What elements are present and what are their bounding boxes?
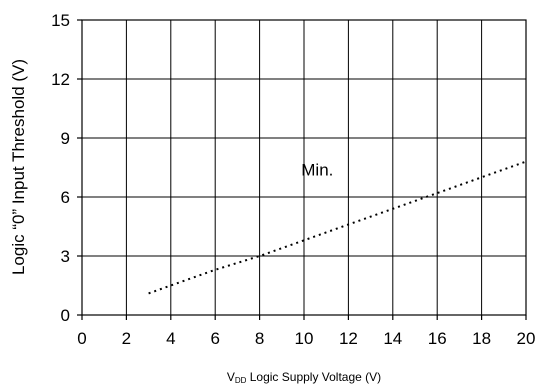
- y-tick-label-6: 6: [61, 188, 70, 207]
- plot-frame: [81, 19, 527, 316]
- x-tick-label-14: 14: [383, 329, 402, 348]
- y-tick-label-3: 3: [61, 247, 70, 266]
- series-annotation-0: Min.: [301, 160, 333, 179]
- annotation-layer: Min.: [301, 160, 333, 179]
- x-tick-label-0: 0: [77, 329, 86, 348]
- x-axis-title-subscript: DD: [235, 376, 247, 385]
- x-tick-label-16: 16: [428, 329, 447, 348]
- x-tick-label-12: 12: [339, 329, 358, 348]
- x-tick-label-6: 6: [210, 329, 219, 348]
- x-axis-title-prefix: V: [227, 370, 235, 384]
- x-axis-tick-labels: 0 2 4 6 8 10 12 14 16 18 20: [77, 329, 535, 348]
- y-tick-label-15: 15: [51, 11, 70, 30]
- y-tick-label-12: 12: [51, 70, 70, 89]
- series-layer: [148, 160, 527, 295]
- x-tick-label-2: 2: [122, 329, 131, 348]
- x-tick-label-20: 20: [517, 329, 536, 348]
- series-line-0: [148, 160, 527, 295]
- x-tick-label-4: 4: [166, 329, 175, 348]
- x-tick-label-18: 18: [472, 329, 491, 348]
- x-axis-title-suffix: Logic Supply Voltage (V): [246, 370, 381, 384]
- x-tick-label-10: 10: [295, 329, 314, 348]
- y-axis-title: Logic “0” Input Threshold (V): [9, 59, 28, 275]
- grid-lines: [77, 19, 527, 320]
- y-tick-label-9: 9: [61, 129, 70, 148]
- y-tick-label-0: 0: [61, 306, 70, 325]
- x-axis-title: VDD Logic Supply Voltage (V): [227, 370, 381, 385]
- y-axis-tick-labels: 0 3 6 9 12 15: [51, 11, 70, 325]
- x-tick-label-8: 8: [255, 329, 264, 348]
